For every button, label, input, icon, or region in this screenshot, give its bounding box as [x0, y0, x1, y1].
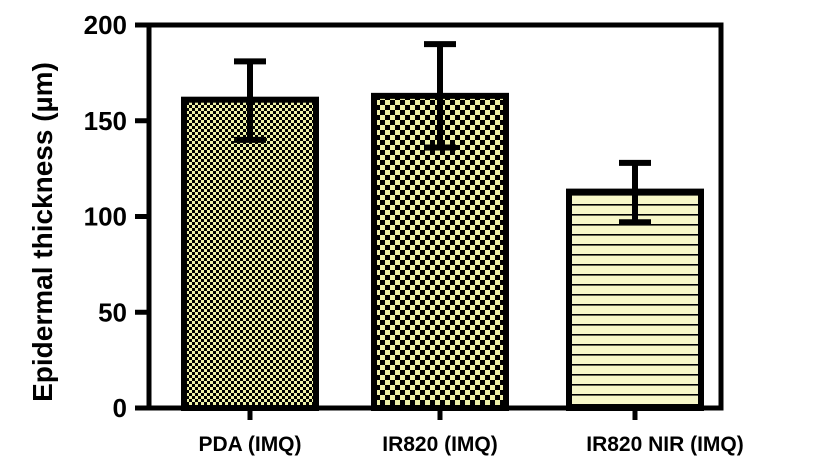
x-category-label: IR820 NIR (IMQ): [586, 433, 744, 456]
y-tick-label: 0: [113, 393, 127, 423]
x-category-label: IR820 (IMQ): [382, 433, 498, 456]
y-axis-ticks: 0 50 100 150 200: [84, 10, 149, 423]
y-tick-label: 200: [84, 10, 127, 40]
bar: [181, 96, 319, 411]
x-axis-category-labels: PDA (IMQ) IR820 (IMQ) IR820 NIR (IMQ): [198, 408, 744, 456]
error-bars: [234, 41, 651, 226]
y-tick-label: 150: [84, 106, 127, 136]
plot-frame: [146, 22, 724, 411]
y-tick-label: 100: [84, 202, 127, 232]
y-tick-label: 50: [98, 297, 127, 327]
x-category-label: PDA (IMQ): [198, 433, 301, 456]
y-axis-title: Epidermal thickness (µm): [27, 62, 58, 402]
